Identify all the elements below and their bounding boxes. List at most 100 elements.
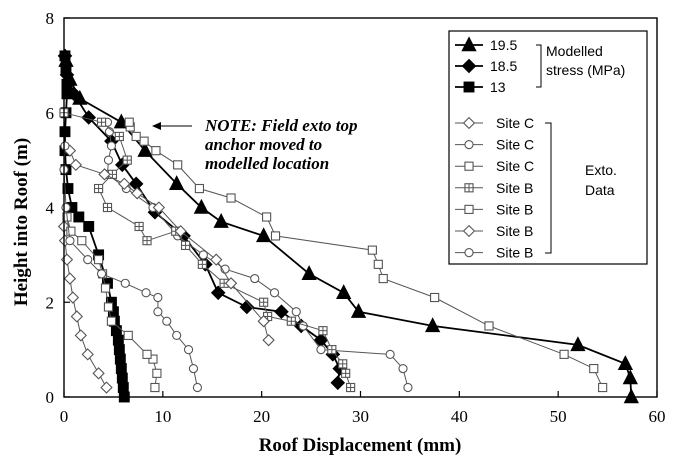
data-point-circle [141,288,151,298]
data-point-circle [198,250,208,260]
data-point-square [559,349,569,359]
data-point-diamond [239,299,255,315]
data-point-square [148,354,158,364]
data-point-circle [188,363,199,374]
data-point-square [61,78,73,90]
data-point-circle [60,141,70,151]
data-point-square [83,221,95,232]
series-site-b [124,117,608,393]
data-point-triangle [623,388,639,404]
series-line [64,55,341,383]
data-point-square [59,126,71,138]
data-point-square-plus [197,259,207,269]
data-point-diamond [70,310,84,323]
data-point-diamond [330,375,346,391]
data-point-circle [385,349,395,359]
legend-group-modelled-line-1: Modelled [546,43,603,59]
legend-box [448,30,648,265]
data-point-square-plus [341,368,351,378]
legend-entry: Site C [455,158,534,174]
x-tick-label: 30 [352,407,369,426]
data-point-circle [398,363,408,374]
data-point-circle [464,248,474,258]
data-point-square [106,316,117,326]
data-point-square-plus [122,155,132,165]
data-point-circle [183,345,194,355]
data-point-diamond [81,348,94,361]
y-tick-label: 2 [46,293,55,312]
data-point-square-plus [286,316,296,326]
data-point-diamond [118,177,131,190]
legend-bracket-exto [545,122,552,254]
data-point-diamond [130,187,144,200]
data-point-diamond [69,158,83,172]
legend-group-modelled-line-2: stress (MPa) [546,62,625,78]
data-point-circle [106,141,117,151]
data-point-circle [464,140,474,150]
data-point-square-plus [259,297,269,307]
legend-label: 19.5 [490,37,517,53]
data-point-square [226,193,236,203]
data-point-diamond [152,201,166,214]
data-point-circle [120,278,130,288]
x-tick-label: 50 [550,407,567,426]
data-point-square-plus [464,183,474,193]
legend-entries: 19.5 18.5 13 Site C Site C Site C Site B Site B… [455,36,534,261]
data-point-square [139,136,149,146]
data-point-diamond [174,225,187,238]
data-point-circle [65,236,75,246]
legend-entry: Site B [455,223,533,239]
data-point-square-plus [327,345,337,355]
data-point-square [115,363,127,375]
legend-label: Site C [496,115,534,131]
data-point-square [589,363,599,374]
annotation: NOTE: Field exto top anchor moved to mod… [152,116,358,173]
data-point-triangle [137,141,153,157]
data-point-square [150,382,160,393]
legend-entry: Site B [455,180,533,196]
data-point-square [60,64,72,76]
data-point-triangle [336,284,352,299]
data-point-square-plus [180,240,191,251]
data-point-square-plus [93,183,104,194]
data-point-square [430,292,440,303]
data-point-diamond [66,291,80,304]
data-point-square [142,349,152,359]
data-point-circle [269,288,280,298]
data-point-square [77,236,87,246]
data-point-square [112,334,124,346]
data-point-square [464,161,474,171]
data-point-square [173,160,183,170]
legend-group-exto-line-1: Exto. [585,162,617,178]
data-point-diamond [210,253,223,266]
data-point-square [373,259,383,269]
data-point-square [598,382,608,393]
series-site-b [59,108,356,393]
data-point-square [270,231,281,241]
x-tick-label: 0 [60,407,69,426]
series-line [69,150,270,341]
series-18-5 [57,48,348,391]
legend-label: 13 [490,79,506,95]
data-point-square [93,255,104,265]
data-point-square-plus [96,117,107,127]
data-point-square-plus [142,236,152,246]
data-point-diamond [257,315,270,328]
x-tick-label: 20 [253,407,270,426]
data-point-square [484,321,494,331]
data-point-circle [192,382,203,393]
series-19-5 [58,51,639,404]
plot-frame [63,17,658,398]
legend-entry: Site C [455,137,534,153]
data-point-triangle [193,198,210,214]
legend-entry: Site C [455,115,534,131]
data-point-triangle [169,175,185,191]
data-point-circle [96,269,107,279]
data-point-square [367,245,377,255]
data-point-triangle [350,303,367,318]
data-point-circle [291,307,301,317]
data-point-circle [162,316,172,326]
annotation-line-2: anchor moved to [205,135,322,154]
series-line [63,226,107,388]
